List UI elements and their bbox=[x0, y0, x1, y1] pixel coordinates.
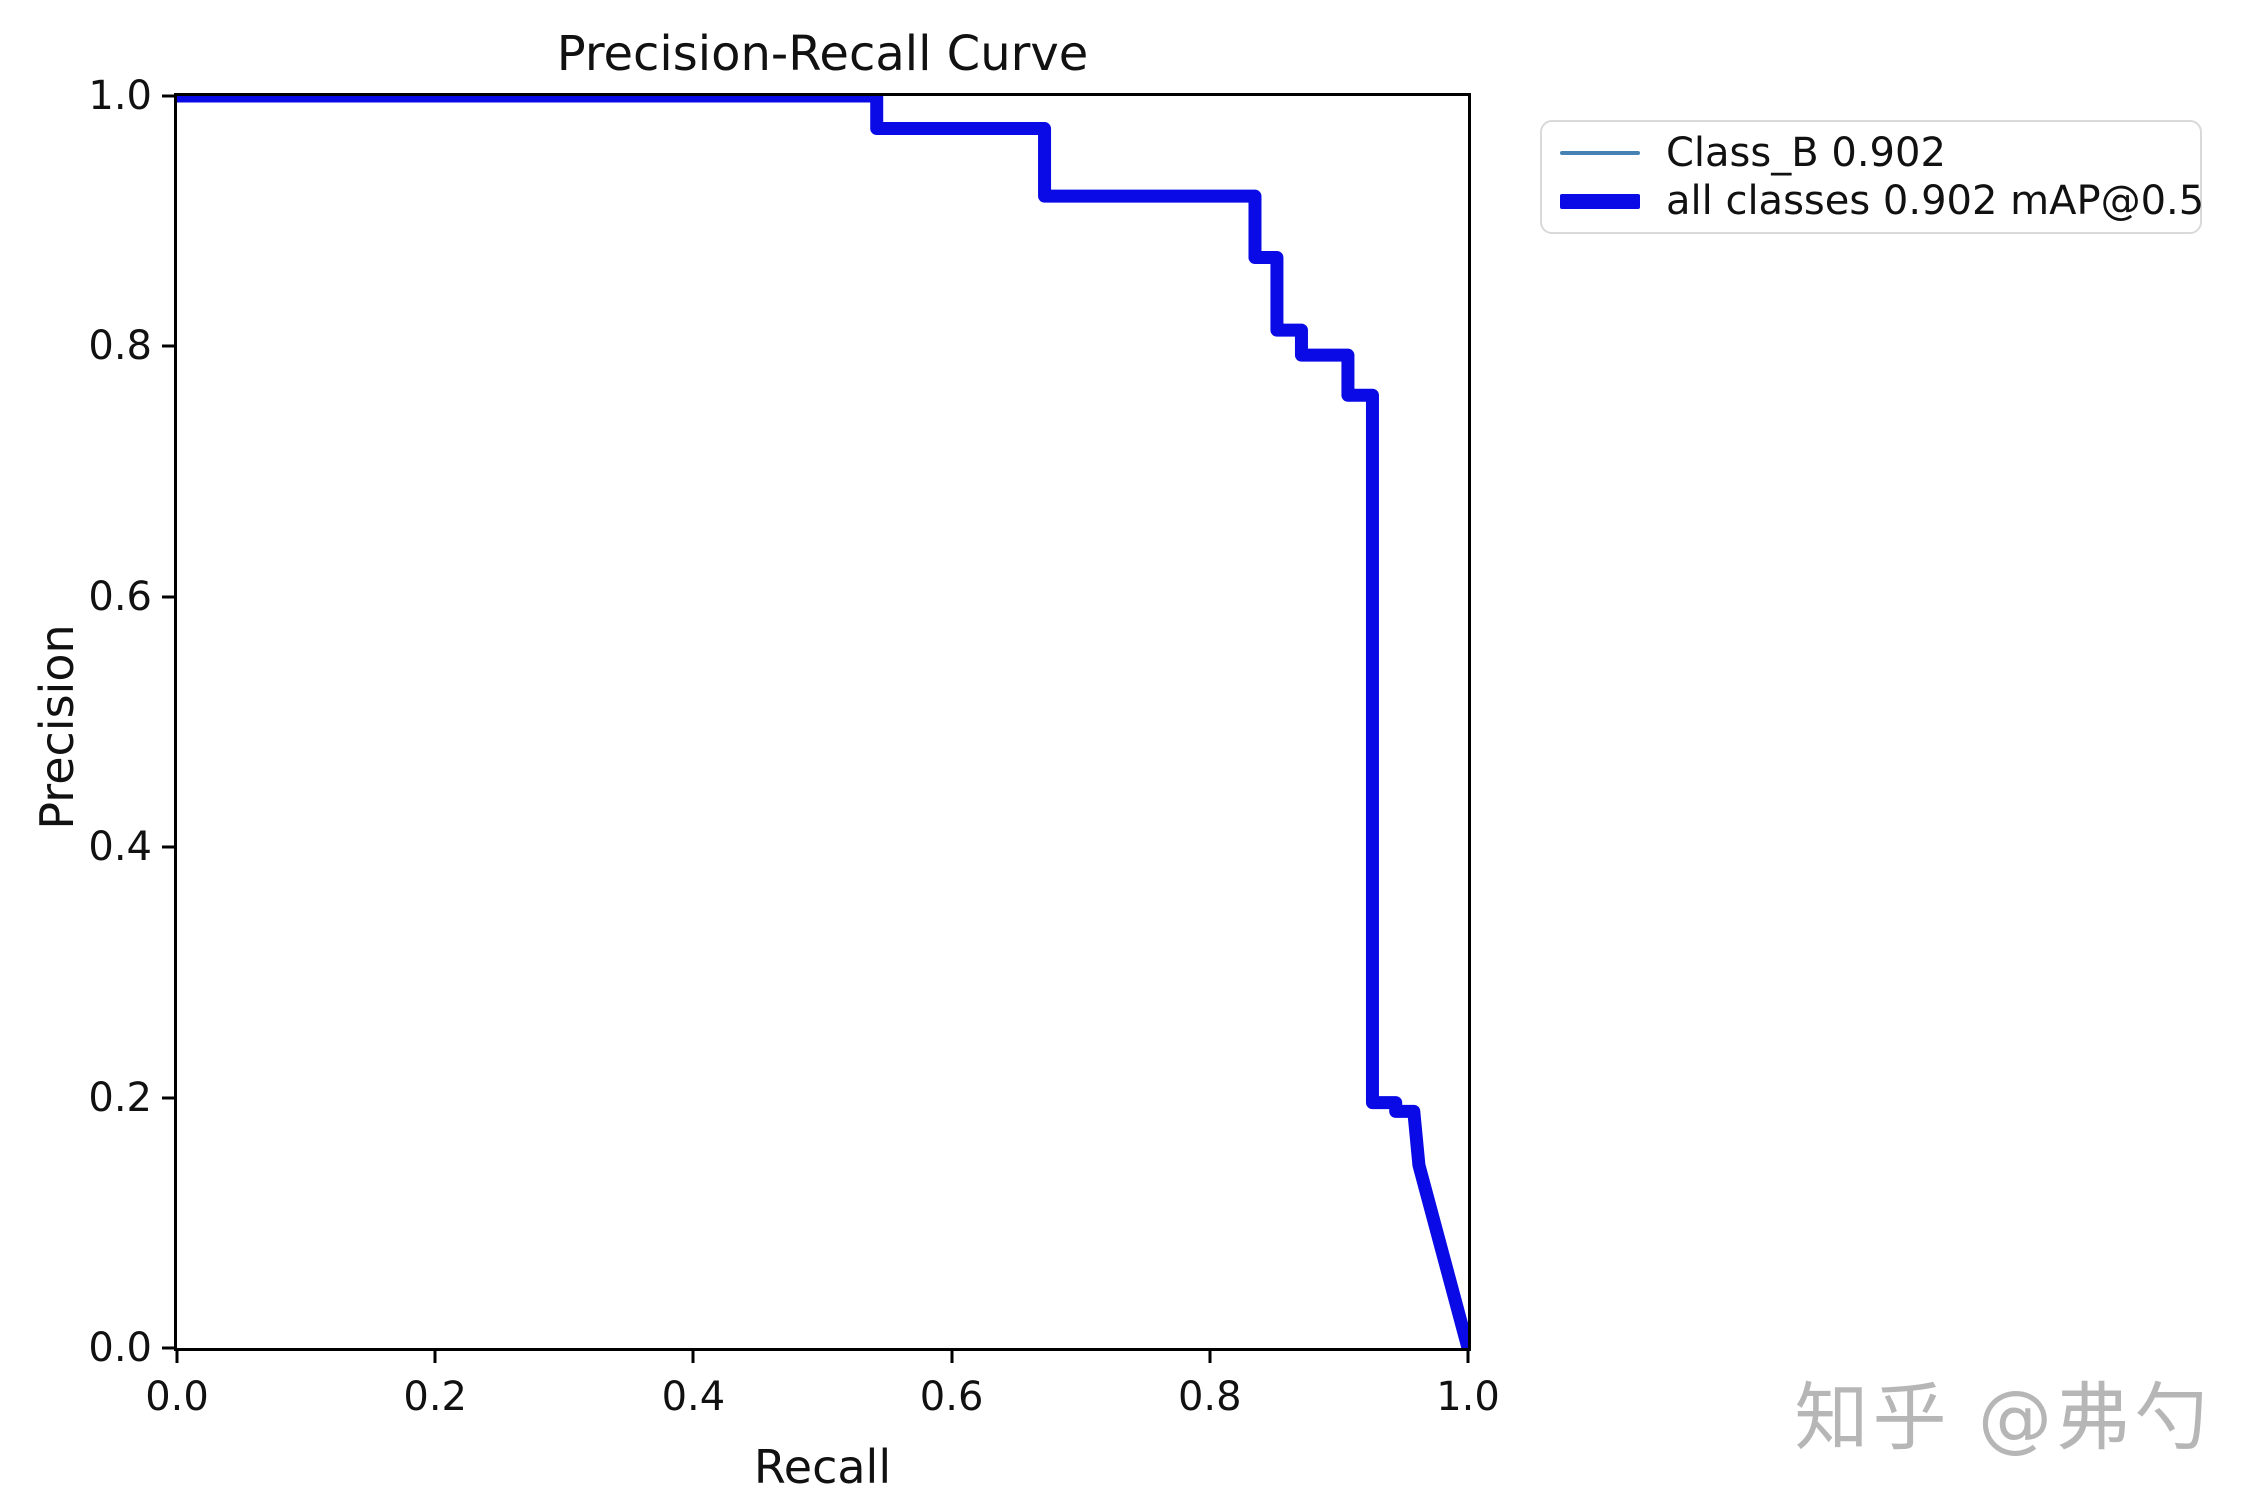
x-tick-mark bbox=[950, 1351, 954, 1363]
y-tick-mark bbox=[162, 94, 174, 98]
chart-title: Precision-Recall Curve bbox=[556, 26, 1089, 82]
y-tick-label: 1.0 bbox=[88, 73, 152, 119]
x-tick-mark bbox=[691, 1351, 695, 1363]
pr-curve-plot-area bbox=[177, 96, 1468, 1348]
x-axis-label: Recall bbox=[753, 1440, 892, 1494]
x-tick-mark bbox=[433, 1351, 437, 1363]
y-tick-mark bbox=[162, 845, 174, 849]
all-classes-curve bbox=[177, 96, 1468, 1348]
x-tick-mark bbox=[175, 1351, 179, 1363]
y-tick-label: 0.6 bbox=[88, 573, 152, 620]
legend-label-class-b: Class_B 0.902 bbox=[1666, 129, 1946, 176]
x-tick-label: 0.8 bbox=[1177, 1374, 1242, 1420]
x-tick-label: 1.0 bbox=[1436, 1374, 1500, 1420]
y-tick-mark bbox=[162, 1096, 174, 1100]
y-axis-tick-labels: 1.0 0.8 0.6 0.4 0.2 0.0 bbox=[40, 74, 152, 1370]
legend: Class_B 0.902 all classes 0.902 mAP@0.5 bbox=[1540, 120, 2204, 234]
watermark: 知乎 @弗勺 bbox=[1794, 1375, 2212, 1461]
x-tick-mark bbox=[1208, 1351, 1212, 1363]
x-axis-tick-labels: 0.0 0.2 0.4 0.6 0.8 1.0 bbox=[145, 1372, 1500, 1422]
legend-item-all-classes: all classes 0.902 mAP@0.5 bbox=[1560, 177, 2204, 225]
y-axis-label: Precision bbox=[30, 624, 84, 830]
x-tick-label: 0.2 bbox=[403, 1374, 467, 1420]
legend-item-class-b: Class_B 0.902 bbox=[1560, 129, 2182, 177]
y-tick-mark bbox=[162, 344, 174, 348]
y-tick-label: 0.2 bbox=[88, 1074, 152, 1121]
y-tick-label: 0.0 bbox=[88, 1325, 152, 1371]
y-tick-label: 0.8 bbox=[88, 323, 152, 370]
y-axis-tick-marks bbox=[162, 94, 174, 1350]
legend-label-all-classes: all classes 0.902 mAP@0.5 bbox=[1666, 178, 2205, 225]
x-tick-label: 0.4 bbox=[661, 1374, 726, 1420]
y-tick-mark bbox=[162, 595, 174, 599]
y-tick-label: 0.4 bbox=[88, 824, 152, 871]
y-tick-mark bbox=[162, 1346, 174, 1350]
x-tick-label: 0.0 bbox=[145, 1374, 209, 1420]
all-classes-line-swatch bbox=[1560, 193, 1640, 209]
x-axis-tick-marks bbox=[175, 1351, 1470, 1363]
x-tick-label: 0.6 bbox=[919, 1374, 984, 1420]
x-tick-mark bbox=[1466, 1351, 1470, 1363]
class-b-line-swatch bbox=[1560, 150, 1640, 155]
